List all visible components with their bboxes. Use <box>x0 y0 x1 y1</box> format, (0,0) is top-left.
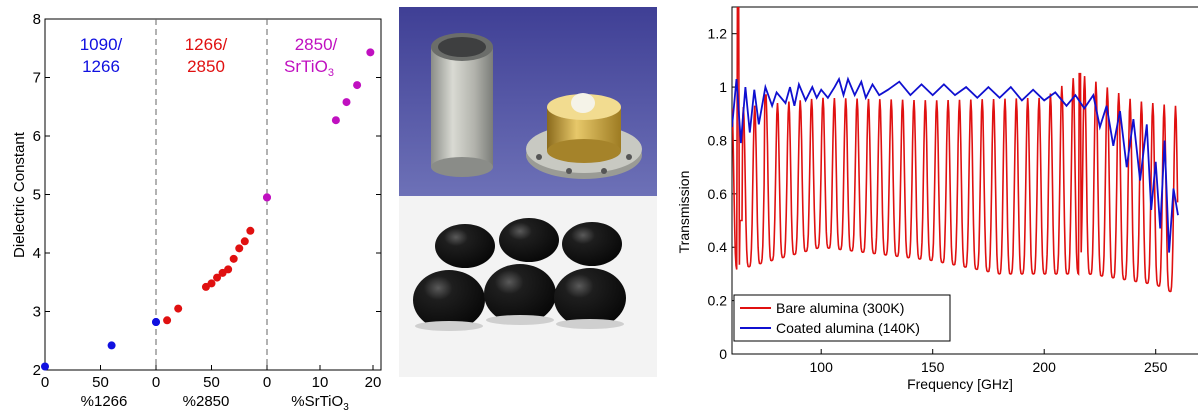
x-tick-label: 50 <box>92 374 109 391</box>
data-point <box>366 48 375 57</box>
x-axis-label-3: %SrTiO3 <box>291 393 349 413</box>
y-tick-label: 1.2 <box>708 26 728 42</box>
data-point <box>240 237 249 246</box>
x-tick-label: 250 <box>1144 359 1168 375</box>
segment-label-1-line1: 1090/ <box>80 35 123 54</box>
series-line-bare-alumina <box>732 7 1179 293</box>
x-tick-label: 0 <box>152 374 160 391</box>
segment-label-3-line2: SrTiO3 <box>284 57 334 79</box>
y-tick-label: 3 <box>33 304 41 321</box>
data-point <box>331 116 340 125</box>
data-point <box>246 226 255 235</box>
data-point <box>224 265 233 274</box>
segment-label-2-line2: 2850 <box>187 57 225 76</box>
segment-label-3-line1: 2850/ <box>295 35 338 54</box>
x-tick-label: 50 <box>203 374 220 391</box>
data-point <box>207 279 216 288</box>
x-tick-label: 150 <box>921 359 945 375</box>
legend: Bare alumina (300K) Coated alumina (140K… <box>733 294 951 342</box>
data-point <box>41 362 49 371</box>
y-axis-label: Transmission <box>676 171 692 254</box>
boundary-point <box>263 193 271 202</box>
y-tick-label: 7 <box>33 70 41 87</box>
y-axis-label: Dielectric Constant <box>11 131 28 258</box>
photo-panel <box>399 7 657 377</box>
data-point <box>107 341 116 350</box>
y-tick-label: 2 <box>33 362 41 379</box>
legend-label-bare: Bare alumina (300K) <box>776 300 904 316</box>
data-point <box>213 273 222 282</box>
x-axis-label-1: %1266 <box>81 393 128 410</box>
x-tick-label: 10 <box>312 374 329 391</box>
series-line-coated-alumina <box>732 76 1179 253</box>
y-tick-label: 8 <box>33 11 41 28</box>
x-axis-label-2: %2850 <box>183 393 230 410</box>
x-tick-label: 0 <box>263 374 271 391</box>
y-tick-label: 0.6 <box>708 186 728 202</box>
data-point <box>342 98 351 107</box>
legend-label-coated: Coated alumina (140K) <box>776 320 920 336</box>
y-tick-label: 0.4 <box>708 239 728 255</box>
y-tick-label: 0.2 <box>708 293 728 309</box>
data-point <box>229 254 238 263</box>
transmission-chart: 0 0.2 0.4 0.6 0.8 1 1.2 100 150 200 250 Transmiss… <box>676 6 1198 392</box>
segment-label-2-line1: 1266/ <box>185 35 228 54</box>
y-tick-label: 0.8 <box>708 132 728 148</box>
plot-frame <box>731 6 1198 355</box>
y-tick-label: 1 <box>719 79 727 95</box>
x-tick-label: 200 <box>1033 359 1057 375</box>
data-point <box>163 316 172 325</box>
x-tick-label: 0 <box>41 374 49 391</box>
x-tick-label: 100 <box>810 359 834 375</box>
data-point <box>174 304 183 313</box>
y-tick-label: 5 <box>33 187 41 204</box>
y-tick-label: 6 <box>33 128 41 145</box>
x-tick-label: 20 <box>365 374 382 391</box>
boundary-point <box>152 318 160 327</box>
data-point <box>353 81 362 90</box>
black-lenses-photo <box>399 196 657 377</box>
data-point <box>235 244 244 253</box>
y-tick-label: 4 <box>33 245 41 262</box>
machined-holders-photo <box>399 7 657 196</box>
x-axis-label: Frequency [GHz] <box>907 376 1013 392</box>
segment-label-1-line2: 1266 <box>82 57 120 76</box>
y-tick-label: 0 <box>719 346 727 362</box>
